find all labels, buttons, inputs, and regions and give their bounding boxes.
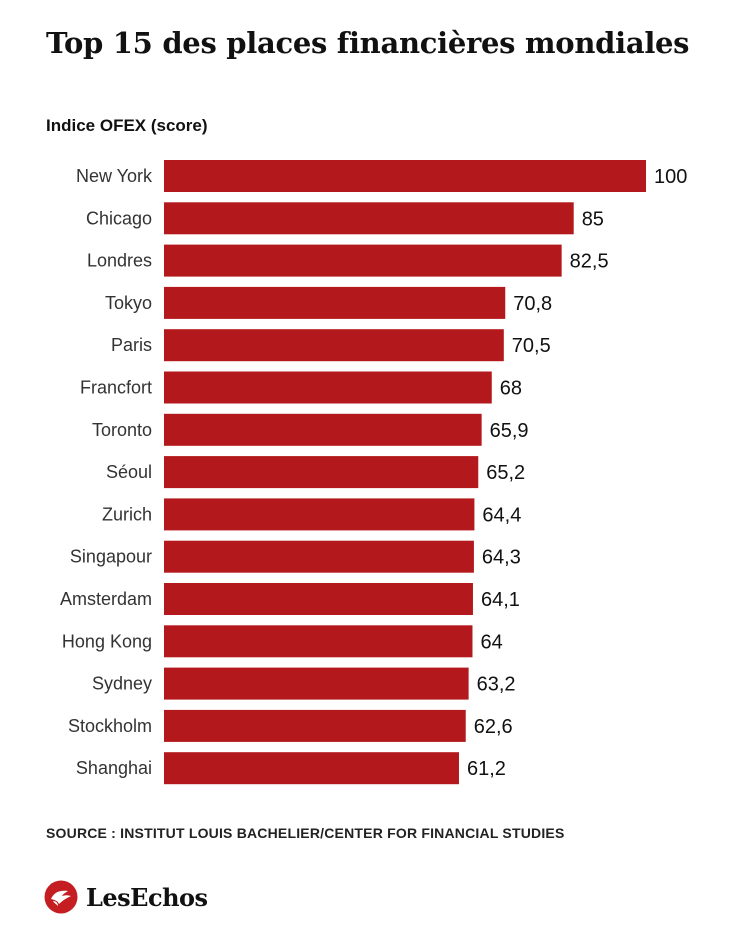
category-label: New York bbox=[76, 166, 153, 186]
value-label: 70,8 bbox=[513, 293, 552, 315]
bar bbox=[164, 329, 504, 362]
value-label: 64,1 bbox=[481, 589, 520, 611]
value-label: 65,2 bbox=[486, 462, 525, 484]
bar bbox=[164, 286, 506, 319]
bar bbox=[164, 583, 473, 615]
category-label: Londres bbox=[87, 251, 152, 271]
value-label: 62,6 bbox=[474, 716, 513, 738]
value-label: 68 bbox=[500, 378, 522, 400]
bar bbox=[164, 202, 574, 235]
category-label: Amsterdam bbox=[60, 589, 152, 609]
value-label: 70,5 bbox=[512, 335, 551, 357]
bar bbox=[164, 413, 482, 446]
bar bbox=[164, 498, 475, 531]
bar bbox=[164, 667, 469, 700]
category-label: Stockholm bbox=[68, 716, 152, 736]
category-label: Paris bbox=[111, 335, 152, 355]
bar bbox=[164, 456, 479, 489]
category-label: Zurich bbox=[102, 504, 152, 524]
category-label: Tokyo bbox=[105, 293, 152, 313]
value-label: 65,9 bbox=[490, 420, 529, 442]
value-label: 64,3 bbox=[482, 547, 521, 569]
bar bbox=[164, 625, 473, 658]
bar bbox=[164, 752, 459, 785]
bar bbox=[164, 709, 466, 742]
value-label: 61,2 bbox=[467, 758, 506, 780]
category-label: Chicago bbox=[86, 208, 152, 228]
bar bbox=[164, 540, 474, 573]
category-label: Toronto bbox=[92, 420, 152, 440]
brand-name: LesEchos bbox=[86, 882, 208, 912]
chart-subtitle: Indice OFEX (score) bbox=[46, 116, 208, 135]
value-label: 64 bbox=[480, 631, 502, 653]
category-label: Shanghai bbox=[76, 758, 152, 778]
value-label: 100 bbox=[654, 166, 687, 188]
category-label: Francfort bbox=[80, 378, 152, 398]
brand-logo: LesEchos bbox=[44, 880, 208, 914]
les-echos-bird-icon bbox=[44, 880, 78, 914]
value-label: 82,5 bbox=[570, 251, 609, 273]
category-label: Sydney bbox=[92, 674, 152, 694]
chart-title: Top 15 des places financières mondiales bbox=[46, 26, 690, 60]
bar bbox=[164, 371, 492, 404]
bar-chart: New York 100 Chicago 85 Londres 82,5 Tokyo 70,8… bbox=[60, 160, 687, 785]
bar bbox=[164, 160, 646, 192]
category-label: Hong Kong bbox=[62, 631, 152, 651]
value-label: 64,4 bbox=[482, 504, 521, 526]
value-label: 63,2 bbox=[477, 674, 516, 696]
source-note: SOURCE : INSTITUT LOUIS BACHELIER/CENTER… bbox=[46, 825, 565, 841]
category-label: Séoul bbox=[106, 462, 152, 482]
bar bbox=[164, 244, 562, 277]
category-label: Singapour bbox=[70, 547, 152, 567]
value-label: 85 bbox=[582, 208, 604, 230]
